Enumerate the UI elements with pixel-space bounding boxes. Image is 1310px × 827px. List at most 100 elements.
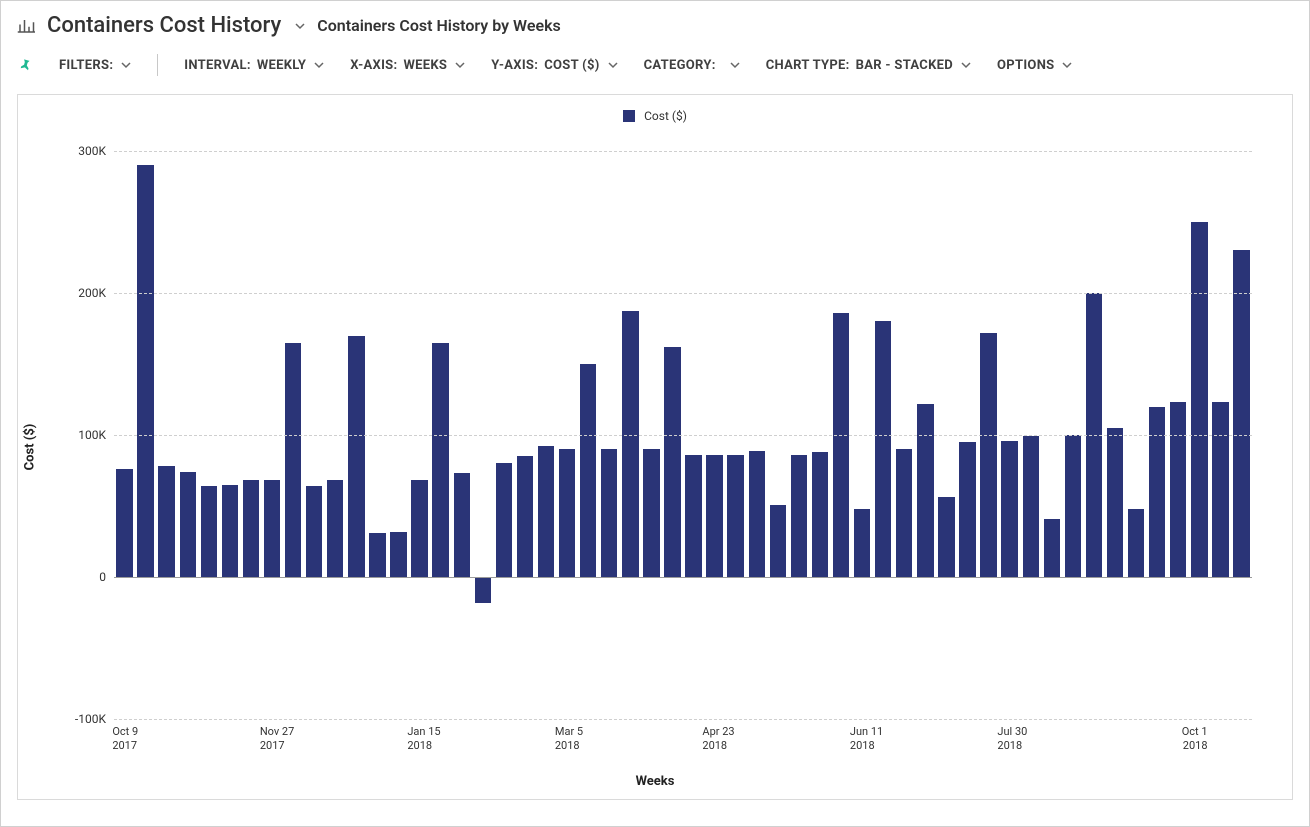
chevron-down-icon bbox=[961, 60, 971, 70]
interval-dropdown[interactable]: INTERVAL: WEEKLY bbox=[184, 58, 324, 73]
chart-bar[interactable] bbox=[517, 456, 533, 577]
y-tick-label: 300K bbox=[56, 144, 106, 158]
chart-bar[interactable] bbox=[327, 480, 343, 577]
chart-bar[interactable] bbox=[601, 449, 617, 577]
options-label: OPTIONS bbox=[997, 58, 1054, 73]
filters-label: FILTERS: bbox=[59, 58, 113, 73]
x-tick-label: Jul 302018 bbox=[997, 725, 1027, 754]
chart-bar[interactable] bbox=[559, 449, 575, 577]
chart-bar[interactable] bbox=[264, 480, 280, 577]
chart-bar[interactable] bbox=[875, 321, 891, 577]
xaxis-dropdown[interactable]: X-AXIS: WEEKS bbox=[350, 58, 465, 73]
page-title: Containers Cost History bbox=[47, 13, 281, 38]
chart-bar[interactable] bbox=[390, 532, 406, 577]
app-root: Containers Cost History Containers Cost … bbox=[0, 0, 1310, 827]
chart-bar[interactable] bbox=[791, 455, 807, 577]
x-tick-label: Oct 12018 bbox=[1182, 725, 1208, 754]
y-tick-label: 200K bbox=[56, 286, 106, 300]
chart-bar[interactable] bbox=[1233, 250, 1249, 577]
chart-bar[interactable] bbox=[770, 505, 786, 577]
chart-bar[interactable] bbox=[1128, 509, 1144, 577]
gridline bbox=[114, 151, 1252, 152]
xaxis-value: WEEKS bbox=[403, 58, 447, 73]
chart-bar[interactable] bbox=[432, 343, 448, 577]
bar-chart-icon bbox=[17, 17, 35, 35]
y-axis-label: Cost ($) bbox=[23, 424, 38, 471]
chevron-down-icon bbox=[730, 60, 740, 70]
pin-icon[interactable] bbox=[17, 57, 33, 73]
chart-bar[interactable] bbox=[1191, 222, 1207, 577]
chart-bar[interactable] bbox=[1212, 402, 1228, 577]
gridline bbox=[114, 719, 1252, 720]
legend-swatch bbox=[623, 110, 635, 122]
gridline bbox=[114, 293, 1252, 294]
chart-bar[interactable] bbox=[538, 446, 554, 577]
chart-bar[interactable] bbox=[938, 497, 954, 577]
chart-bar[interactable] bbox=[180, 472, 196, 577]
chart-bar[interactable] bbox=[411, 480, 427, 577]
x-tick-label: Jun 112018 bbox=[850, 725, 883, 754]
chart-bar[interactable] bbox=[580, 364, 596, 577]
interval-label: INTERVAL: bbox=[184, 58, 251, 73]
chart-bar[interactable] bbox=[812, 452, 828, 577]
options-dropdown[interactable]: OPTIONS bbox=[997, 58, 1072, 73]
chart-bar[interactable] bbox=[1065, 435, 1081, 577]
chart-bar[interactable] bbox=[833, 313, 849, 577]
chart-panel: Cost ($) Cost ($) Weeks -100K0100K200K30… bbox=[17, 94, 1293, 800]
chart-bar[interactable] bbox=[222, 485, 238, 577]
chart-bar[interactable] bbox=[475, 577, 491, 603]
chart-bar[interactable] bbox=[454, 473, 470, 577]
xaxis-label: X-AXIS: bbox=[350, 58, 397, 73]
chart-bar[interactable] bbox=[685, 455, 701, 577]
x-tick-label: Mar 52018 bbox=[555, 725, 583, 754]
charttype-value: BAR - STACKED bbox=[856, 58, 953, 73]
chart-bar[interactable] bbox=[158, 466, 174, 577]
chart-plot: -100K0100K200K300KOct 92017Nov 272017Jan… bbox=[114, 151, 1252, 719]
x-tick-label: Oct 92017 bbox=[112, 725, 138, 754]
chart-bar[interactable] bbox=[854, 509, 870, 577]
category-label: CATEGORY: bbox=[644, 58, 716, 73]
chart-bar[interactable] bbox=[622, 311, 638, 577]
gridline bbox=[114, 577, 1252, 578]
chart-bar[interactable] bbox=[496, 463, 512, 577]
chart-bar[interactable] bbox=[116, 469, 132, 577]
chart-bar[interactable] bbox=[306, 486, 322, 577]
chart-bar[interactable] bbox=[1044, 519, 1060, 577]
y-tick-label: 100K bbox=[56, 428, 106, 442]
chart-bar[interactable] bbox=[1001, 441, 1017, 577]
charttype-dropdown[interactable]: CHART TYPE: BAR - STACKED bbox=[766, 58, 971, 73]
filters-dropdown[interactable]: FILTERS: bbox=[59, 58, 131, 73]
chart-bar[interactable] bbox=[980, 333, 996, 577]
chart-bar[interactable] bbox=[285, 343, 301, 577]
chart-bar[interactable] bbox=[727, 455, 743, 577]
chart-bar[interactable] bbox=[664, 347, 680, 577]
yaxis-dropdown[interactable]: Y-AXIS: COST ($) bbox=[491, 58, 617, 73]
chart-bar[interactable] bbox=[243, 480, 259, 577]
chevron-down-icon bbox=[314, 60, 324, 70]
interval-value: WEEKLY bbox=[257, 58, 306, 73]
chart-bar[interactable] bbox=[1149, 407, 1165, 577]
x-axis-label: Weeks bbox=[18, 774, 1292, 789]
chart-bar[interactable] bbox=[1023, 436, 1039, 577]
chart-bar[interactable] bbox=[137, 165, 153, 577]
chevron-down-icon bbox=[121, 60, 131, 70]
chart-bar[interactable] bbox=[201, 486, 217, 577]
chart-bar[interactable] bbox=[369, 533, 385, 577]
chart-bar[interactable] bbox=[348, 336, 364, 577]
category-dropdown[interactable]: CATEGORY: bbox=[644, 58, 740, 73]
chart-legend: Cost ($) bbox=[18, 109, 1292, 123]
page-header: Containers Cost History Containers Cost … bbox=[1, 1, 1309, 44]
chart-bar[interactable] bbox=[959, 442, 975, 577]
chart-bar[interactable] bbox=[896, 449, 912, 577]
chart-bar[interactable] bbox=[1170, 402, 1186, 577]
charttype-label: CHART TYPE: bbox=[766, 58, 850, 73]
chevron-down-icon[interactable] bbox=[295, 21, 305, 31]
chart-bar[interactable] bbox=[917, 404, 933, 577]
chevron-down-icon bbox=[455, 60, 465, 70]
yaxis-value: COST ($) bbox=[544, 58, 599, 73]
chart-bar[interactable] bbox=[643, 449, 659, 577]
chart-bar[interactable] bbox=[1107, 428, 1123, 577]
toolbar-divider bbox=[157, 54, 158, 76]
chart-bar[interactable] bbox=[706, 455, 722, 577]
chart-bar[interactable] bbox=[749, 451, 765, 577]
